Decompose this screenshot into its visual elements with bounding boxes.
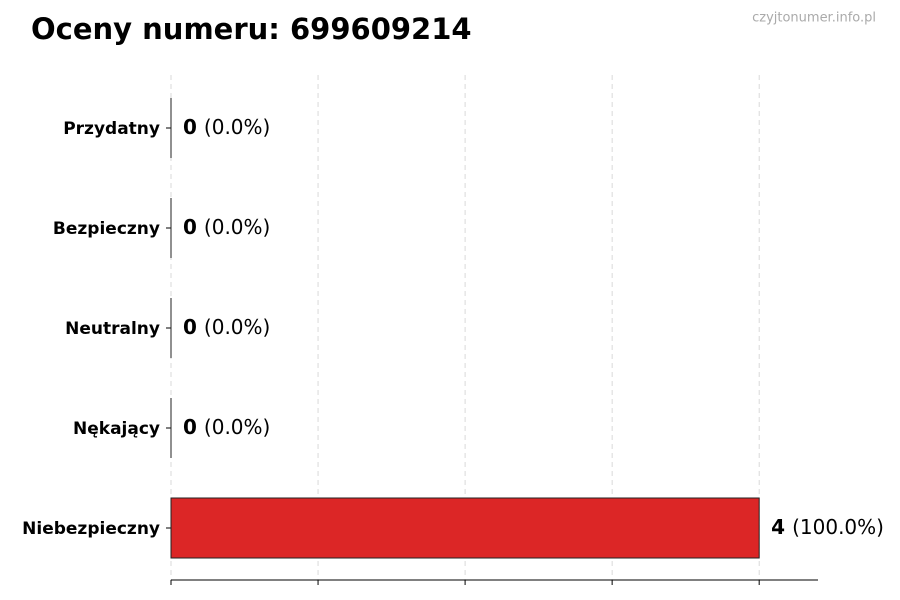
y-tick-label: Neutralny <box>65 319 160 339</box>
value-percent: (0.0%) <box>204 215 270 239</box>
value-percent: (100.0%) <box>792 515 884 539</box>
value-percent: (0.0%) <box>204 415 270 439</box>
value-label: 0 (0.0%) <box>183 115 270 139</box>
y-tick-label: Bezpieczny <box>53 219 160 239</box>
value-percent: (0.0%) <box>204 315 270 339</box>
value-label: 0 (0.0%) <box>183 415 270 439</box>
value-label: 4 (100.0%) <box>771 515 884 539</box>
value-label: 0 (0.0%) <box>183 315 270 339</box>
value-percent: (0.0%) <box>204 115 270 139</box>
value-label: 0 (0.0%) <box>183 215 270 239</box>
value-count: 0 <box>183 415 197 439</box>
bar <box>170 497 760 559</box>
value-count: 0 <box>183 115 197 139</box>
chart-title: Oceny numeru: 699609214 <box>31 12 472 46</box>
y-tick-label: Przydatny <box>63 119 160 139</box>
y-tick-label: Niebezpieczny <box>22 519 160 539</box>
value-count: 0 <box>183 215 197 239</box>
value-count: 4 <box>771 515 785 539</box>
y-tick-label: Nękający <box>73 419 160 439</box>
value-count: 0 <box>183 315 197 339</box>
watermark: czyjtonumer.info.pl <box>752 11 876 26</box>
